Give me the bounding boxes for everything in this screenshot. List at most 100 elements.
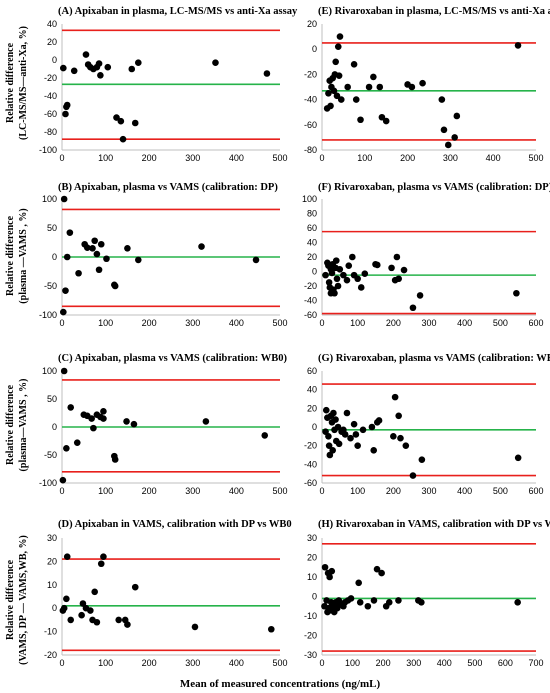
panel-b-data-point — [198, 243, 205, 250]
panel-b-ytick: 0 — [52, 252, 57, 262]
panel-f-data-point — [325, 279, 333, 286]
panel-h-xtick: 700 — [528, 658, 543, 668]
panel-a-data-point — [70, 67, 78, 75]
panel-d-ytick: -10 — [44, 627, 57, 637]
ylabel-row2-line1: Relative difference — [5, 215, 16, 296]
panel-b-data-point — [60, 195, 68, 203]
panel-e-data-point — [408, 83, 416, 91]
panel-a-data-point — [113, 114, 120, 121]
panel-a-data-point — [119, 135, 127, 143]
panel-d-data-point — [79, 600, 87, 607]
panel-c-data-point — [90, 424, 97, 432]
panel-c-data-point — [100, 408, 107, 415]
panel-g-data-point — [334, 423, 342, 431]
panel-a-ytick: -80 — [44, 127, 57, 137]
panel-b-data-point — [62, 287, 69, 294]
panel-e-data-point — [327, 102, 334, 110]
panel-b-data-point — [135, 256, 142, 264]
ylabel-row3-line1: Relative difference — [5, 384, 16, 465]
panel-c-data-point — [67, 404, 75, 411]
panel-f-data-point — [409, 304, 417, 312]
x-axis-label: Mean of measured concentrations (ng/mL) — [180, 678, 381, 690]
panel-f-data-point — [373, 261, 381, 269]
panel-c-data-point — [73, 439, 81, 446]
panel-d-xtick: 300 — [185, 658, 200, 668]
panel-e-data-point — [357, 116, 364, 124]
panel-g-ytick: 20 — [307, 403, 317, 413]
panel-h: (H) Rivaroxaban in VAMS, calibration wit… — [304, 519, 550, 668]
panel-d: (D) Apixaban in VAMS, calibration with D… — [44, 519, 292, 668]
panel-a-data-point — [135, 59, 142, 66]
panel-d-data-point — [63, 595, 70, 603]
panel-f-data-point — [393, 253, 401, 261]
panel-g-data-point — [354, 442, 361, 449]
panel-f-data-point — [416, 292, 424, 299]
panel-e-xtick: 400 — [486, 153, 501, 163]
panel-f-data-point — [357, 284, 365, 291]
panel-d-xtick: 100 — [98, 658, 113, 668]
panel-e-data-point — [444, 141, 452, 149]
panel-h-data-point — [355, 579, 362, 587]
panel-e-data-point — [365, 83, 373, 91]
panel-d-ytick: -20 — [44, 650, 57, 660]
panel-f-ytick: -20 — [304, 281, 317, 291]
panel-b-xtick: 500 — [272, 318, 287, 328]
panel-b-xtick: 200 — [142, 318, 157, 328]
panel-c-ytick: 50 — [47, 394, 57, 404]
panel-h-data-point — [326, 573, 333, 581]
panel-h-xtick: 500 — [467, 658, 482, 668]
panels: (A) Apixaban in plasma, LC-MS/MS vs anti… — [39, 6, 550, 668]
panel-g-ytick: 40 — [307, 385, 317, 395]
panel-h-xtick: 300 — [406, 658, 421, 668]
panel-b-data-point — [60, 308, 67, 316]
panel-f-data-point — [331, 289, 338, 297]
panel-d-data-point — [100, 553, 107, 561]
panel-e-data-point — [514, 42, 522, 49]
panel-b-xtick: 0 — [59, 318, 64, 328]
panel-g-data-point — [514, 454, 522, 462]
panel-a-xtick: 400 — [229, 153, 244, 163]
panel-c: (C) Apixaban, plasma vs VAMS (calibratio… — [39, 353, 288, 496]
ylabel-row4-line1: Relative difference — [5, 559, 16, 640]
panel-a-ytick: -60 — [44, 109, 57, 119]
panel-g-data-point — [343, 409, 351, 417]
panel-c-ytick: -100 — [39, 478, 57, 488]
panel-f-data-point — [343, 276, 351, 284]
panel-h-ytick: 10 — [307, 572, 317, 582]
panel-c-data-point — [111, 456, 119, 463]
panel-a-data-point — [63, 101, 71, 109]
panel-f-data-point — [349, 253, 356, 261]
panel-h-ytick: -20 — [304, 631, 317, 641]
panel-f-data-point — [322, 271, 329, 279]
panel-c-data-point — [202, 418, 210, 425]
panel-g-ytick: -60 — [304, 478, 317, 488]
panel-d-ytick: 30 — [47, 533, 57, 543]
panel-e-data-point — [335, 72, 343, 79]
panel-b-data-point — [66, 229, 74, 236]
panel-b-xtick: 400 — [229, 318, 244, 328]
panel-e-ytick: 20 — [307, 19, 317, 29]
panel-f-ytick: 60 — [307, 223, 317, 233]
panel-h-ytick: 0 — [312, 592, 317, 602]
panel-f-ytick: 80 — [307, 209, 317, 219]
panel-g-data-point — [418, 456, 426, 463]
panel-d-xtick: 400 — [229, 658, 244, 668]
panel-a-xtick: 300 — [185, 153, 200, 163]
panel-f-xtick: 200 — [386, 318, 401, 328]
panel-a-data-point — [263, 70, 271, 77]
panel-d-title: (D) Apixaban in VAMS, calibration with D… — [58, 519, 292, 530]
panel-a-data-point — [117, 117, 125, 125]
panel-e: (E) Rivaroxaban in plasma, LC-MS/MS vs a… — [304, 6, 550, 163]
panel-f-data-point — [328, 269, 336, 277]
panel-c-data-point — [100, 415, 107, 422]
panel-g-data-point — [329, 447, 337, 454]
panel-a-data-point — [104, 63, 112, 71]
panel-f-data-point — [345, 262, 353, 270]
panel-d-data-point — [97, 560, 105, 568]
row-ylabels: Relative difference (LC-MS/MS—anti-Xa, %… — [5, 26, 29, 665]
panel-a-ytick: -20 — [44, 73, 57, 83]
ylabel-row3-line2: (plasma—VAMS , %) — [18, 379, 29, 472]
panel-d-data-point — [93, 618, 101, 626]
panel-h-xtick: 0 — [319, 658, 324, 668]
